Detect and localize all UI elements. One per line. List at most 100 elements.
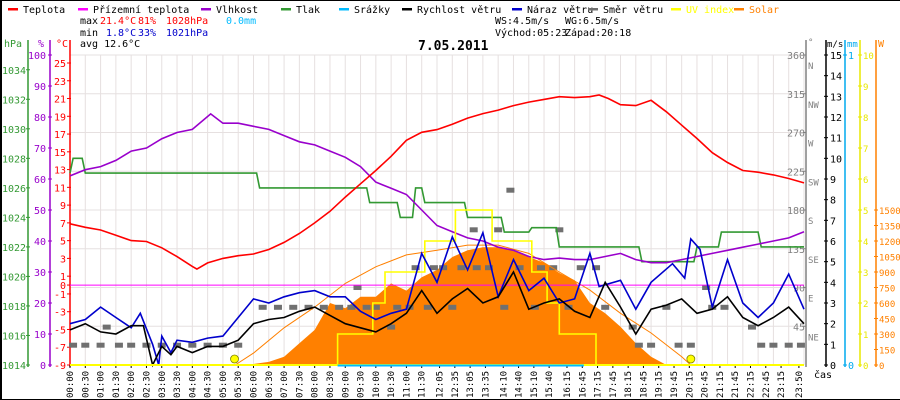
x-tick-label: 16:15 bbox=[563, 371, 573, 398]
legend-swatch bbox=[402, 8, 412, 11]
temperature-tick-label: 23 bbox=[54, 77, 66, 88]
stat-sunrise: Východ:05:23 bbox=[495, 27, 567, 39]
wind-direction-point bbox=[429, 265, 438, 271]
x-tick-label: 18:45 bbox=[639, 371, 649, 398]
wind-tick-label: 9 bbox=[830, 175, 836, 186]
pressure-tick-label: 1018 bbox=[2, 302, 26, 313]
x-tick-label: 05:30 bbox=[234, 371, 244, 398]
wind-direction-point bbox=[686, 342, 695, 348]
legend-swatch bbox=[78, 8, 88, 11]
wind-direction-point bbox=[69, 342, 78, 348]
wind-direction-point bbox=[500, 304, 509, 310]
direction-name-label: W bbox=[808, 140, 814, 150]
x-tick-label: 02:00 bbox=[127, 371, 137, 398]
wind-direction-point bbox=[362, 304, 371, 310]
solar-tick-label: 600 bbox=[879, 300, 895, 310]
pressure-tick-label: 1032 bbox=[2, 95, 26, 106]
humidity-tick-label: 90 bbox=[34, 82, 46, 93]
wind-direction-point bbox=[142, 342, 151, 348]
wind-direction-point bbox=[218, 342, 227, 348]
x-tick-label: 00:00 bbox=[66, 371, 76, 398]
rain-tick-label: 1 bbox=[848, 51, 854, 62]
solar-tick-label: 1050 bbox=[879, 254, 900, 264]
wind-tick-label: 14 bbox=[830, 72, 842, 83]
humidity-tick-label: 40 bbox=[34, 237, 46, 248]
direction-tick-label: 315 bbox=[787, 90, 805, 101]
x-tick-label: 08:00 bbox=[311, 371, 321, 398]
x-axis-label: čas bbox=[814, 369, 832, 381]
legend-label: Rychlost větru bbox=[417, 4, 501, 16]
wind-direction-point bbox=[347, 304, 356, 310]
x-tick-label: 12:05 bbox=[436, 371, 446, 398]
temperature-tick-label: 25 bbox=[54, 59, 66, 70]
x-tick-label: 19:45 bbox=[670, 371, 680, 398]
stat-max-label: max bbox=[80, 16, 98, 27]
solar-tick-label: 0 bbox=[879, 362, 884, 372]
direction-tick-label: 225 bbox=[787, 167, 805, 178]
wind-direction-point bbox=[203, 342, 212, 348]
wind-direction-point bbox=[96, 342, 105, 348]
rain-tick-label: 0 bbox=[848, 361, 854, 372]
pressure-tick-label: 1016 bbox=[2, 331, 26, 342]
x-tick-label: 04:00 bbox=[188, 371, 198, 398]
uv-tick-label: 3 bbox=[863, 269, 868, 279]
pressure-unit-label: hPa bbox=[4, 39, 22, 50]
wind-direction-point bbox=[796, 342, 805, 348]
wind-direction-point bbox=[157, 342, 166, 348]
stat-avg: avg 12.6°C bbox=[80, 39, 140, 50]
legend-label: Tlak bbox=[296, 5, 320, 16]
wind-direction-point bbox=[601, 304, 610, 310]
wind-tick-label: 8 bbox=[830, 196, 836, 207]
uv-tick-label: 1 bbox=[863, 331, 868, 341]
wind-tick-label: 13 bbox=[830, 92, 842, 103]
wind-tick-label: 12 bbox=[830, 113, 842, 124]
uv-tick-label: 8 bbox=[863, 114, 868, 124]
legend-label: Směr větru bbox=[603, 4, 663, 16]
stat-min-hum: 33% bbox=[138, 28, 156, 39]
x-tick-label: 13:05 bbox=[466, 371, 476, 398]
x-tick-label: 09:00 bbox=[341, 371, 351, 398]
x-tick-label: 13:35 bbox=[481, 371, 491, 398]
wind-unit-label: m/s bbox=[827, 40, 843, 50]
stat-rain: 0.0mm bbox=[226, 16, 256, 27]
wind-tick-label: 7 bbox=[830, 216, 836, 227]
legend-label: UV index bbox=[686, 5, 734, 16]
wind-direction-point bbox=[258, 304, 267, 310]
stat-min-press: 1021hPa bbox=[166, 28, 208, 39]
wind-tick-label: 1 bbox=[830, 340, 836, 351]
x-tick-label: 10:30 bbox=[387, 371, 397, 398]
x-tick-label: 23:50 bbox=[795, 371, 805, 398]
uv-tick-label: 0 bbox=[863, 362, 868, 372]
wind-direction-point bbox=[304, 304, 313, 310]
legend-label: Náraz větru bbox=[527, 4, 593, 16]
stat-ws: WS:4.5m/s bbox=[495, 16, 549, 27]
x-tick-label: 08:30 bbox=[326, 371, 336, 398]
wind-tick-label: 0 bbox=[830, 361, 836, 372]
pressure-tick-label: 1014 bbox=[2, 361, 26, 372]
x-tick-label: 17:15 bbox=[594, 371, 604, 398]
legend-label: Teplota bbox=[23, 5, 65, 16]
legend-swatch bbox=[512, 8, 522, 11]
direction-name-label: SE bbox=[808, 256, 819, 266]
wind-direction-point bbox=[647, 342, 656, 348]
pressure-tick-label: 1034 bbox=[2, 66, 26, 77]
direction-unit-label: ° bbox=[808, 38, 813, 48]
direction-name-label: S bbox=[808, 217, 813, 227]
solar-tick-label: 1200 bbox=[879, 238, 900, 248]
solar-max-line bbox=[234, 244, 692, 366]
wind-direction-point bbox=[634, 342, 643, 348]
humidity-tick-label: 80 bbox=[34, 113, 46, 124]
wind-direction-point bbox=[549, 265, 558, 271]
wind-tick-label: 11 bbox=[830, 134, 842, 145]
wind-tick-label: 3 bbox=[830, 299, 836, 310]
humidity-unit-label: % bbox=[38, 39, 44, 50]
temperature-tick-label: -7 bbox=[54, 343, 66, 354]
uv-tick-label: 7 bbox=[863, 145, 868, 155]
x-tick-label: 12:35 bbox=[451, 371, 461, 398]
wind-direction-point bbox=[515, 265, 524, 271]
temperature-tick-label: 0 bbox=[60, 281, 66, 292]
direction-tick-label: 360 bbox=[787, 51, 805, 62]
wind-direction-point bbox=[114, 342, 123, 348]
temperature-tick-label: 19 bbox=[54, 112, 66, 123]
humidity-line bbox=[69, 112, 805, 264]
